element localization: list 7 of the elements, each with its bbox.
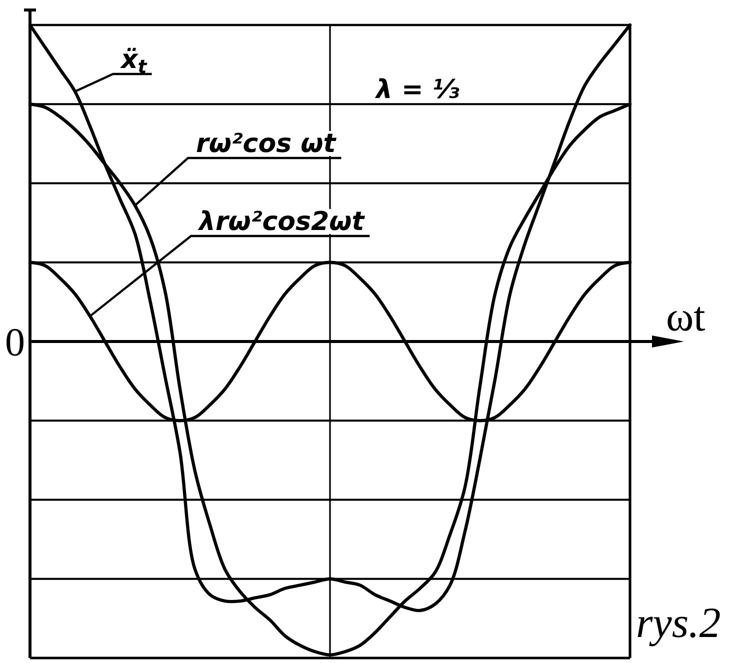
x-axis-title: ωt <box>666 294 706 340</box>
text: rω²cos ωt <box>196 129 338 159</box>
text: rys.2 <box>636 600 721 647</box>
annotation: λ = ⅓ <box>374 75 460 105</box>
text: 0 <box>5 320 25 364</box>
series-label: λrω²cos2ωt <box>197 207 366 237</box>
series-label: ẍ$_{t}$ <box>119 45 148 78</box>
